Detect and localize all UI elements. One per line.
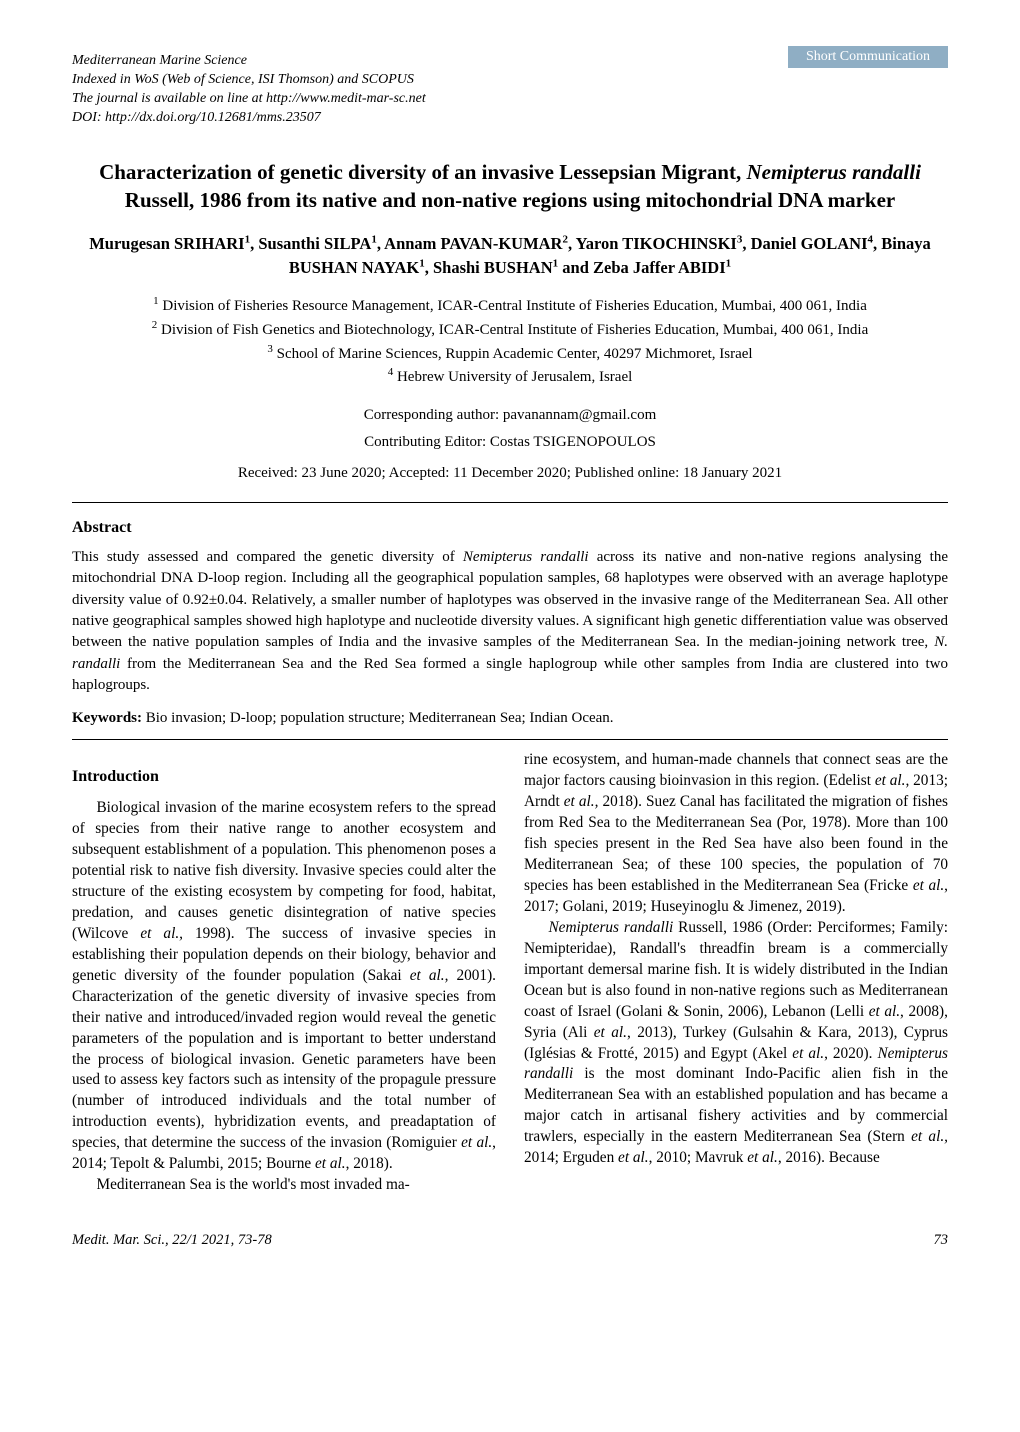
footer-page-number: 73 (934, 1232, 949, 1249)
author-list: Murugesan SRIHARI1, Susanthi SILPA1, Ann… (80, 232, 940, 280)
title-pre: Characterization of genetic diversity of… (99, 160, 746, 184)
affiliation-list: 1 Division of Fisheries Resource Managem… (72, 294, 948, 389)
article-dates: Received: 23 June 2020; Accepted: 11 Dec… (72, 465, 948, 482)
journal-doi: DOI: http://dx.doi.org/10.12681/mms.2350… (72, 109, 948, 128)
title-post: Russell, 1986 from its native and non-na… (125, 188, 895, 212)
footer-citation: Medit. Mar. Sci., 22/1 2021, 73-78 (72, 1232, 272, 1249)
right-column-text: rine ecosystem, and human-made channels … (524, 750, 948, 1169)
abstract-heading: Abstract (72, 519, 948, 537)
title-species: Nemipterus randalli (746, 160, 920, 184)
journal-availability: The journal is available on line at http… (72, 90, 948, 109)
two-column-body: Introduction Biological invasion of the … (72, 750, 948, 1196)
page: Short Communication Mediterranean Marine… (0, 0, 1020, 1289)
contributing-editor: Contributing Editor: Costas TSIGENOPOULO… (72, 434, 948, 451)
journal-indexed: Indexed in WoS (Web of Science, ISI Thom… (72, 71, 948, 90)
page-footer: Medit. Mar. Sci., 22/1 2021, 73-78 73 (72, 1232, 948, 1249)
introduction-heading: Introduction (72, 766, 496, 788)
rule-top (72, 502, 948, 503)
keywords-label: Keywords: (72, 710, 142, 726)
left-column-text: Biological invasion of the marine ecosys… (72, 798, 496, 1196)
corresponding-author: Corresponding author: pavanannam@gmail.c… (72, 407, 948, 424)
article-title: Characterization of genetic diversity of… (80, 158, 940, 215)
keywords-line: Keywords: Bio invasion; D-loop; populati… (72, 710, 948, 727)
keywords-text: Bio invasion; D-loop; population structu… (142, 710, 614, 726)
article-type-badge: Short Communication (788, 46, 948, 68)
left-column: Introduction Biological invasion of the … (72, 750, 496, 1196)
rule-bottom (72, 739, 948, 740)
right-column: rine ecosystem, and human-made channels … (524, 750, 948, 1196)
abstract-body: This study assessed and compared the gen… (72, 547, 948, 696)
